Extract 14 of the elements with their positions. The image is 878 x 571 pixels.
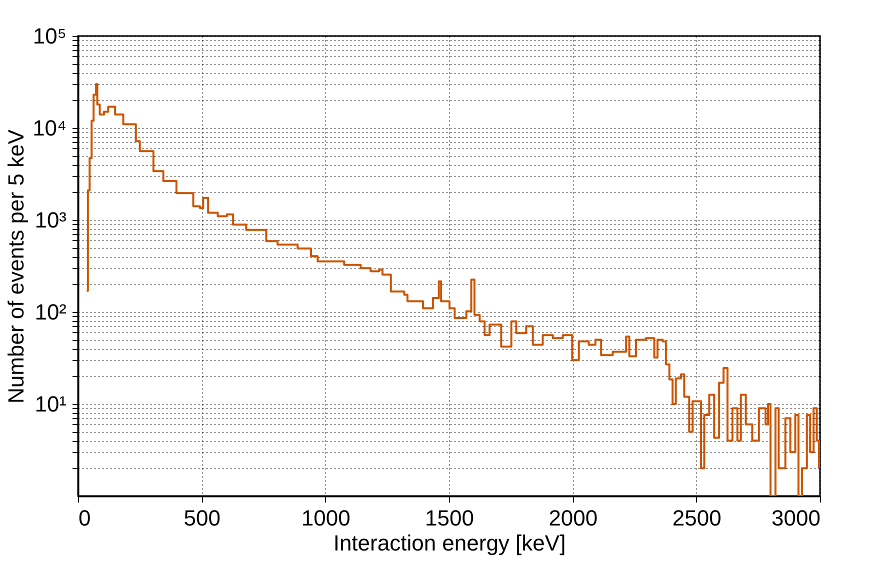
x-axis-title: Interaction energy [keV] xyxy=(333,530,566,556)
y-tick-label: 10⁴ xyxy=(32,116,66,140)
x-tick-label: 2000 xyxy=(548,506,598,530)
y-axis-title: Number of events per 5 keV xyxy=(4,129,29,404)
y-tick-label: 10⁵ xyxy=(32,24,66,48)
y-tick-label: 10¹ xyxy=(34,392,66,416)
x-tick-label: 1500 xyxy=(425,506,474,530)
x-tick-label: 0 xyxy=(78,506,91,530)
x-tick-label: 3000 xyxy=(772,506,820,530)
x-tick-label: 1000 xyxy=(301,506,350,530)
y-tick-label: 10³ xyxy=(34,208,66,232)
x-tick-label: 2500 xyxy=(672,506,722,530)
x-tick-label: 500 xyxy=(184,506,221,530)
y-tick-label: 10² xyxy=(34,300,66,324)
